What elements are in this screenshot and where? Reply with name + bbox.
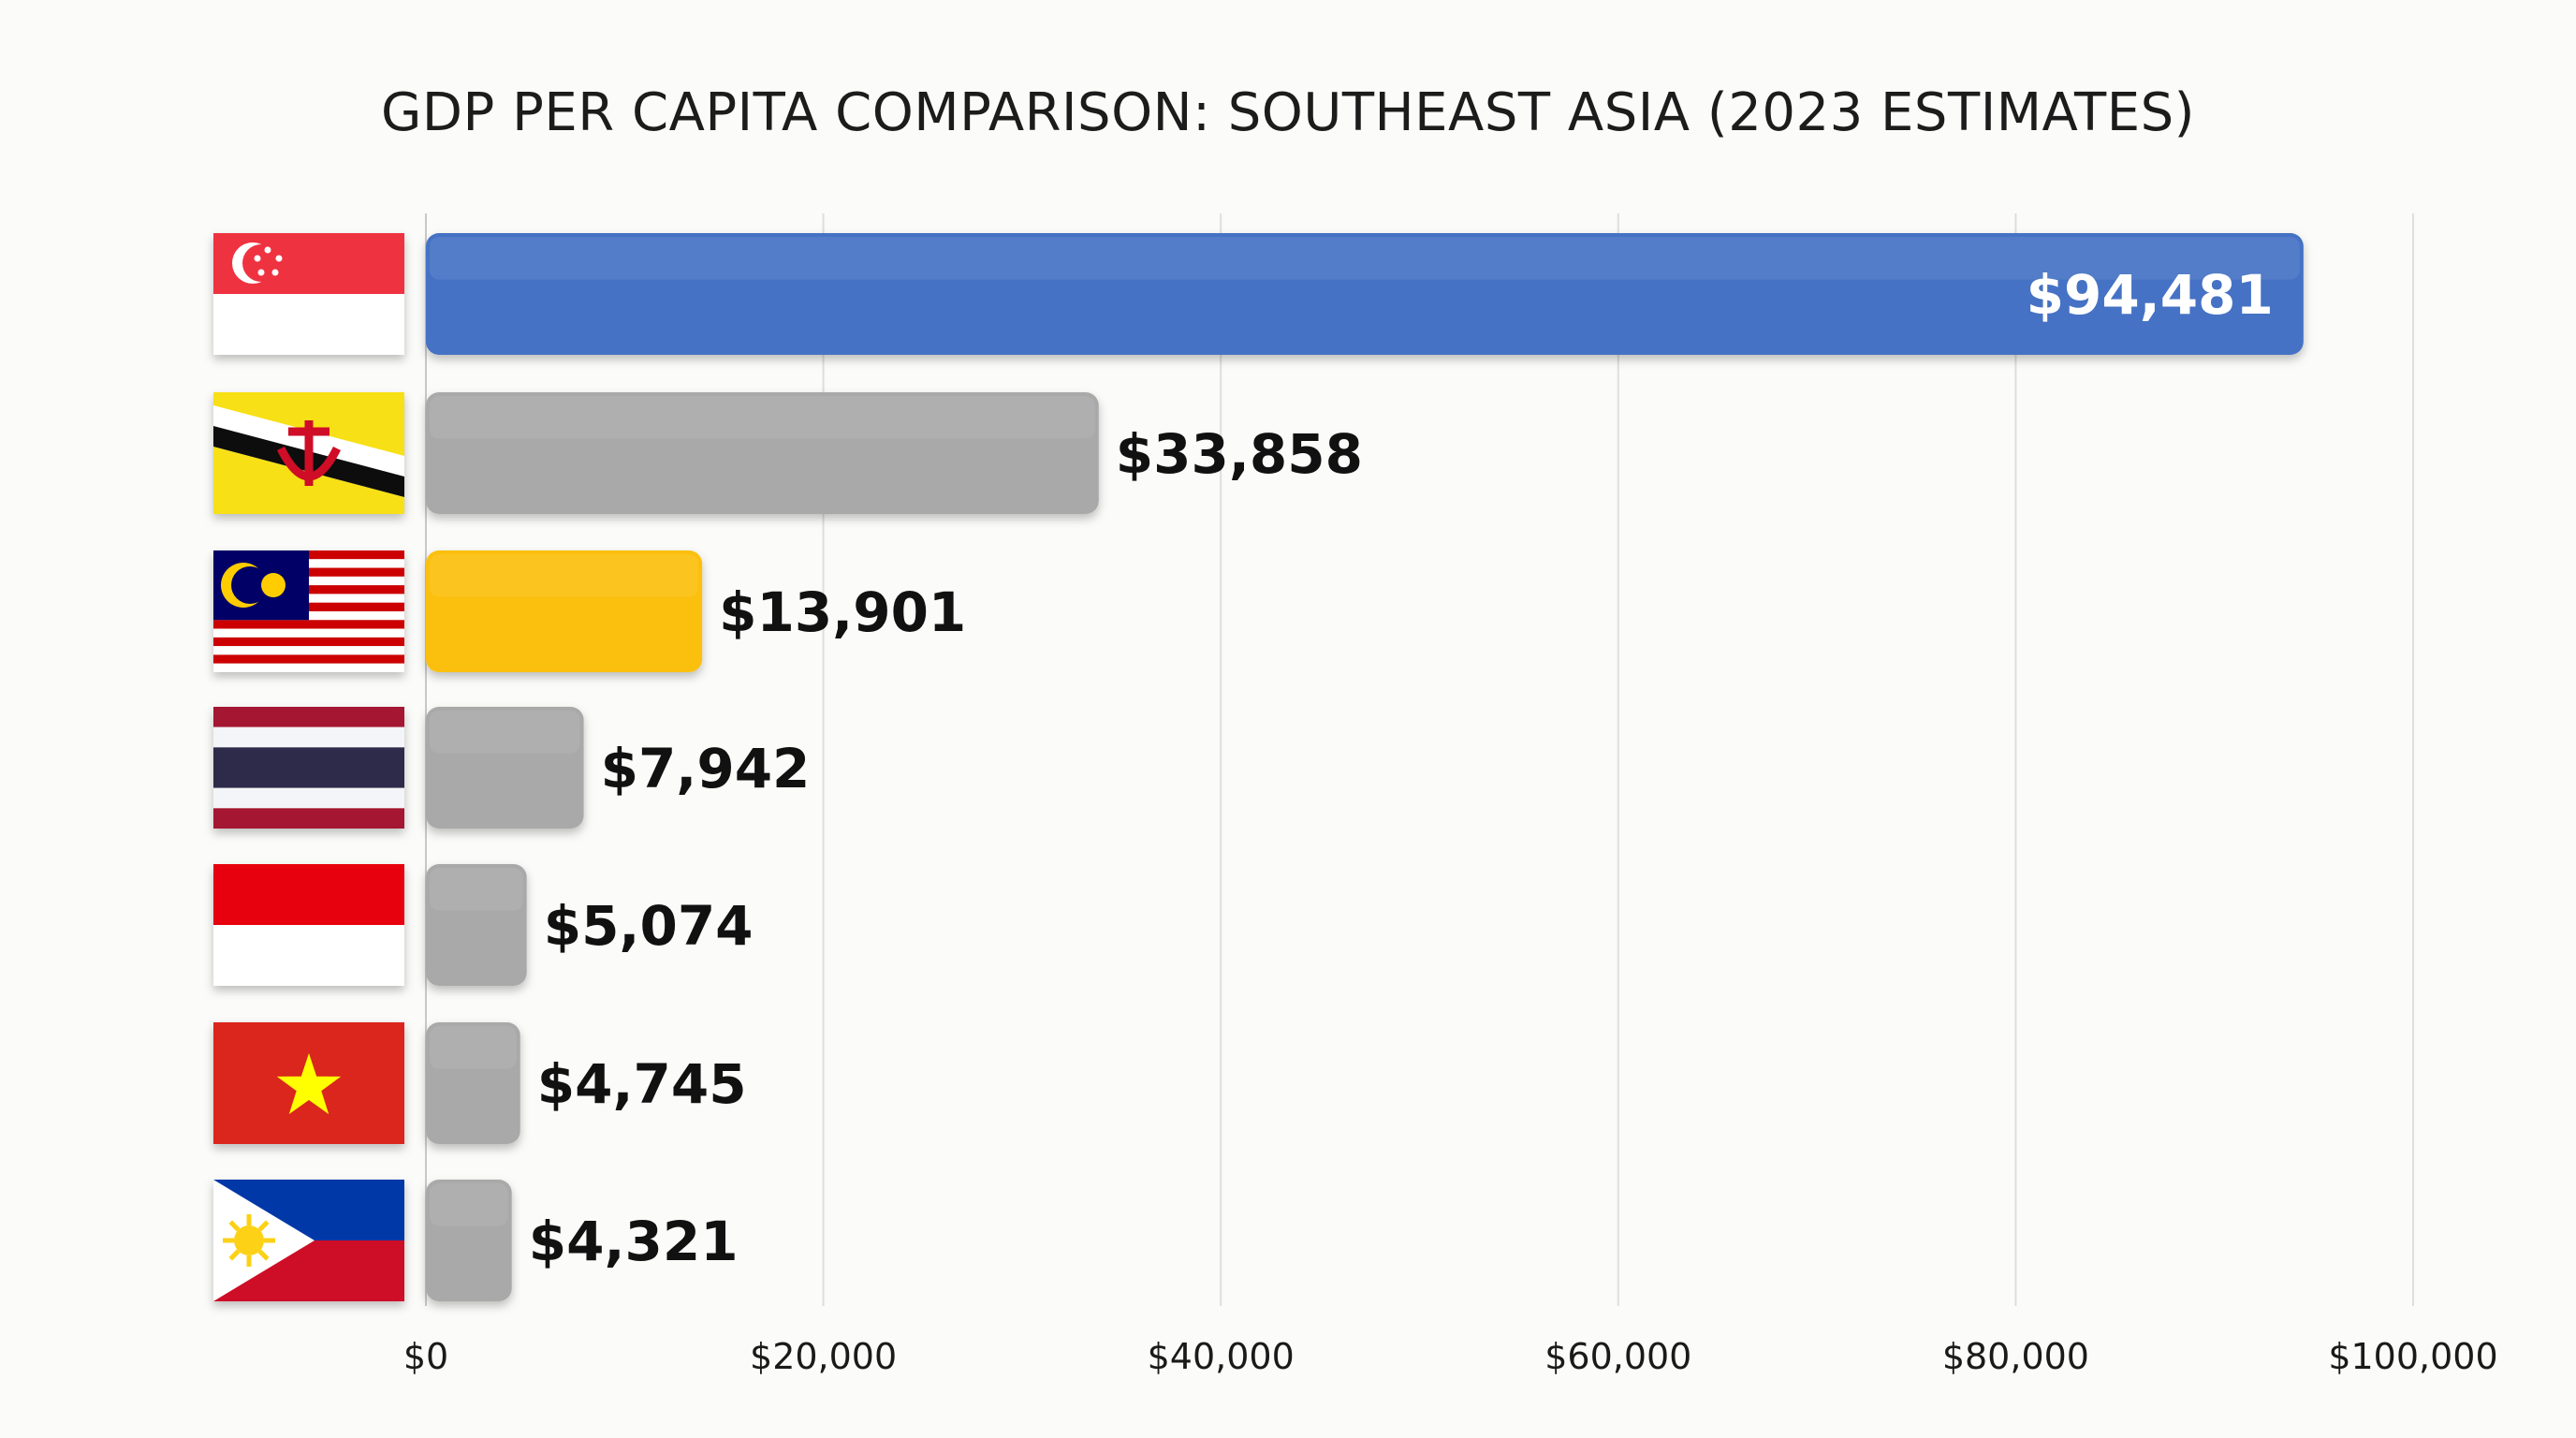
bar-highlight: [430, 554, 699, 597]
bar-indonesia: [426, 864, 527, 986]
data-label: $4,745: [537, 1052, 747, 1116]
flag-malaysia-icon: [213, 550, 404, 672]
data-label: $13,901: [719, 580, 966, 644]
data-label: $7,942: [601, 737, 811, 800]
flag-indonesia-icon: [213, 864, 404, 986]
bar-philippines: [426, 1180, 512, 1301]
data-label: $5,074: [544, 894, 754, 958]
flag-singapore-icon: [213, 233, 404, 355]
bar-highlight: [430, 868, 523, 911]
bar-highlight: [430, 237, 2300, 280]
bar-highlight: [430, 711, 580, 754]
bar-highlight: [430, 396, 1095, 439]
x-tick-label: $60,000: [1544, 1336, 1691, 1377]
data-label: $94,481: [2027, 263, 2274, 327]
flag-thailand-icon: [213, 707, 404, 829]
x-tick-label: $80,000: [1942, 1336, 2089, 1377]
bar-thailand: [426, 707, 584, 829]
data-label: $33,858: [1116, 422, 1363, 486]
chart-title: GDP PER CAPITA COMPARISON: SOUTHEAST ASI…: [381, 82, 2195, 143]
flag-vietnam-icon: [213, 1022, 404, 1144]
bar-brunei: [426, 392, 1099, 514]
flag-brunei-icon: [213, 392, 404, 514]
x-tick-label: $40,000: [1148, 1336, 1295, 1377]
data-label: $4,321: [529, 1210, 739, 1273]
x-tick-label: $100,000: [2328, 1336, 2497, 1377]
bar-highlight: [430, 1183, 508, 1226]
x-tick-label: $0: [403, 1336, 448, 1377]
flag-philippines-icon: [213, 1180, 404, 1301]
bar-malaysia: [426, 550, 703, 672]
bar-highlight: [430, 1026, 517, 1069]
x-tick-label: $20,000: [750, 1336, 897, 1377]
bar-singapore: [426, 233, 2304, 355]
bar-vietnam: [426, 1022, 520, 1144]
